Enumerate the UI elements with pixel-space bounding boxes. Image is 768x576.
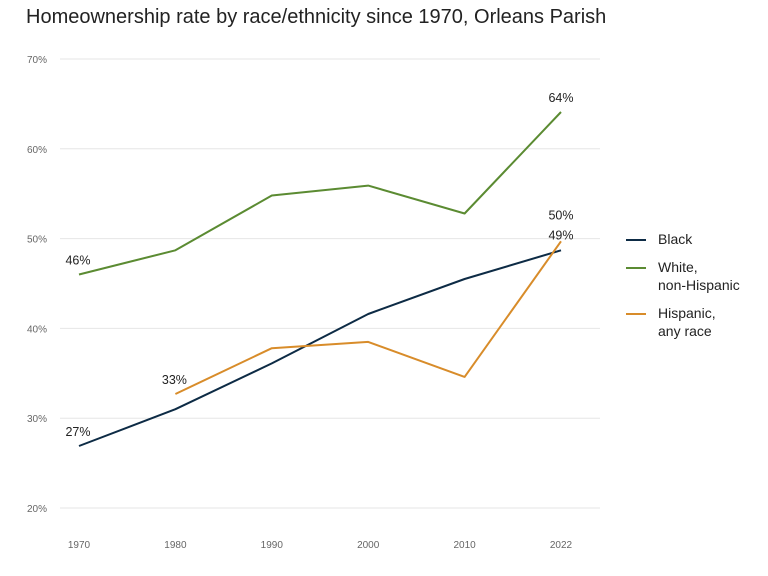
legend-item: Black xyxy=(626,230,740,248)
legend-label: Black xyxy=(658,231,693,247)
series-line-3 xyxy=(174,240,562,395)
x-tick-label: 1970 xyxy=(68,540,91,551)
x-tick-label: 2022 xyxy=(550,540,573,551)
legend-swatch xyxy=(626,313,646,315)
x-tick-label: 1980 xyxy=(164,540,187,551)
y-tick-label: 50% xyxy=(27,235,47,246)
y-tick-label: 30% xyxy=(27,414,47,425)
y-tick-label: 40% xyxy=(27,324,47,335)
data-label: 33% xyxy=(162,373,187,387)
x-tick-label: 2000 xyxy=(357,540,380,551)
y-tick-label: 20% xyxy=(27,504,47,515)
legend-label: Hispanic, any race xyxy=(658,305,716,339)
series-line-2 xyxy=(78,111,562,276)
chart-title: Homeownership rate by race/ethnicity sin… xyxy=(26,6,607,28)
legend-label: White, non-Hispanic xyxy=(658,259,740,293)
legend-item: White, non-Hispanic xyxy=(626,258,740,294)
data-label: 49% xyxy=(548,228,573,242)
y-tick-label: 70% xyxy=(27,55,47,66)
data-label: 50% xyxy=(548,208,573,222)
x-tick-label: 2010 xyxy=(453,540,476,551)
legend: Black White, non-Hispanic Hispanic, any ra… xyxy=(626,230,740,350)
x-tick-label: 1990 xyxy=(261,540,284,551)
y-tick-label: 60% xyxy=(27,145,47,156)
series-line-1 xyxy=(78,249,562,447)
data-label: 64% xyxy=(548,91,573,105)
legend-item: Hispanic, any race xyxy=(626,304,740,340)
legend-swatch xyxy=(626,267,646,269)
data-label: 46% xyxy=(65,254,90,268)
data-label: 27% xyxy=(65,425,90,439)
legend-swatch xyxy=(626,239,646,241)
